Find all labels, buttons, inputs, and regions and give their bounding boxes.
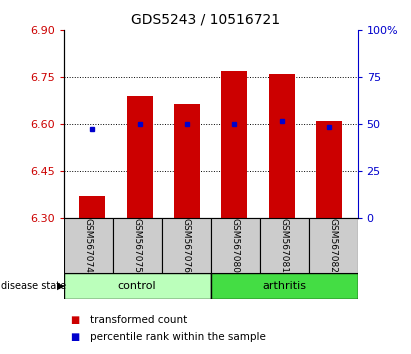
Bar: [113, 218, 162, 273]
Bar: [210, 218, 260, 273]
Bar: [174, 104, 200, 218]
Text: GSM567082: GSM567082: [328, 218, 337, 273]
Bar: [127, 96, 152, 218]
Text: GSM567076: GSM567076: [182, 218, 191, 273]
Text: control: control: [118, 281, 157, 291]
Text: arthritis: arthritis: [262, 281, 306, 291]
Text: GSM567075: GSM567075: [133, 218, 142, 273]
Bar: [210, 273, 358, 299]
Bar: [64, 273, 210, 299]
Text: disease state: disease state: [1, 281, 66, 291]
Bar: [309, 218, 358, 273]
Text: GSM567080: GSM567080: [231, 218, 240, 273]
Bar: [221, 71, 247, 218]
Text: ▶: ▶: [57, 281, 64, 291]
Bar: [260, 218, 309, 273]
Text: GSM567074: GSM567074: [84, 218, 93, 273]
Bar: [64, 218, 113, 273]
Bar: [269, 74, 295, 218]
Text: ■: ■: [70, 332, 79, 342]
Text: percentile rank within the sample: percentile rank within the sample: [90, 332, 266, 342]
Text: transformed count: transformed count: [90, 315, 188, 325]
Bar: [316, 121, 342, 218]
Bar: [79, 196, 105, 218]
Bar: [162, 218, 211, 273]
Text: GSM567081: GSM567081: [279, 218, 289, 273]
Text: ■: ■: [70, 315, 79, 325]
Text: GDS5243 / 10516721: GDS5243 / 10516721: [131, 12, 280, 27]
